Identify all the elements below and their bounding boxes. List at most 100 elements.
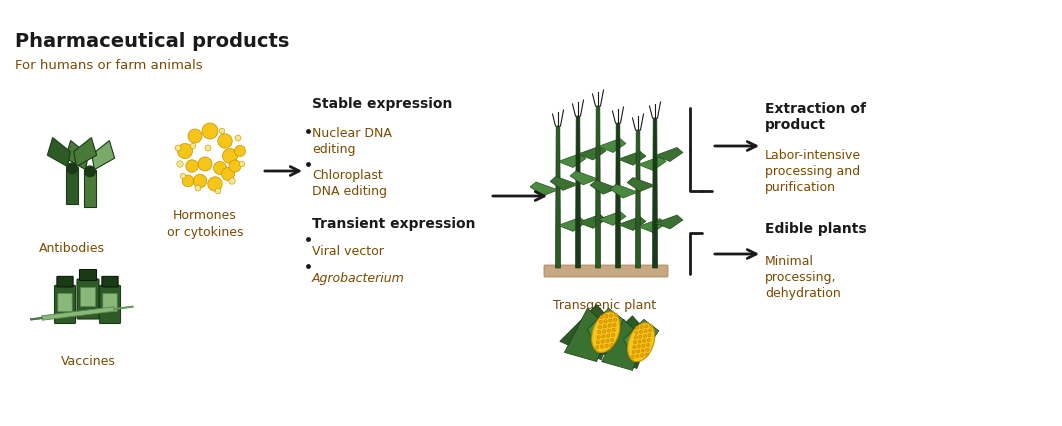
Circle shape — [67, 164, 78, 174]
Circle shape — [649, 324, 652, 328]
Circle shape — [596, 346, 599, 349]
Circle shape — [611, 339, 614, 342]
Circle shape — [614, 318, 617, 322]
Text: Hormones
or cytokines: Hormones or cytokines — [167, 208, 243, 239]
Text: For humans or farm animals: For humans or farm animals — [15, 59, 203, 72]
Polygon shape — [48, 138, 70, 167]
Circle shape — [177, 144, 192, 159]
Circle shape — [208, 177, 222, 192]
Circle shape — [599, 326, 602, 329]
Circle shape — [639, 331, 643, 334]
Polygon shape — [91, 141, 115, 170]
Circle shape — [644, 334, 647, 338]
Circle shape — [645, 325, 648, 328]
Circle shape — [223, 149, 238, 164]
Text: Nuclear DNA
editing: Nuclear DNA editing — [312, 127, 392, 155]
Circle shape — [603, 325, 606, 328]
Circle shape — [216, 189, 221, 194]
Polygon shape — [558, 154, 586, 168]
Circle shape — [219, 129, 225, 135]
FancyArrow shape — [41, 307, 115, 320]
Circle shape — [605, 340, 610, 343]
FancyArrow shape — [114, 306, 133, 310]
Polygon shape — [66, 167, 79, 205]
Text: Stable expression: Stable expression — [312, 97, 452, 111]
Circle shape — [648, 334, 651, 337]
Circle shape — [175, 146, 181, 152]
Polygon shape — [601, 320, 646, 371]
Text: Edible plants: Edible plants — [765, 222, 867, 236]
Circle shape — [634, 336, 637, 339]
Text: Pharmaceutical products: Pharmaceutical products — [15, 32, 289, 51]
FancyBboxPatch shape — [54, 286, 75, 324]
Polygon shape — [655, 216, 683, 230]
Polygon shape — [638, 219, 666, 233]
Circle shape — [600, 345, 603, 348]
Circle shape — [190, 144, 195, 150]
Polygon shape — [655, 148, 683, 162]
Polygon shape — [638, 157, 666, 171]
Circle shape — [644, 330, 647, 333]
Circle shape — [647, 339, 650, 342]
Text: Antibodies: Antibodies — [39, 242, 105, 254]
Circle shape — [229, 161, 241, 173]
Polygon shape — [597, 316, 650, 369]
Circle shape — [641, 349, 645, 352]
FancyBboxPatch shape — [103, 294, 117, 312]
Ellipse shape — [592, 312, 620, 353]
FancyBboxPatch shape — [78, 279, 99, 319]
Polygon shape — [627, 178, 655, 192]
Circle shape — [613, 323, 616, 327]
Polygon shape — [610, 184, 638, 199]
Circle shape — [647, 344, 650, 347]
Text: Labor-intensive
processing and
purification: Labor-intensive processing and purificat… — [765, 149, 861, 193]
Circle shape — [602, 335, 605, 338]
Circle shape — [596, 341, 600, 344]
FancyBboxPatch shape — [81, 288, 96, 307]
Circle shape — [181, 174, 186, 179]
Text: Transgenic plant: Transgenic plant — [553, 298, 656, 311]
Circle shape — [649, 329, 652, 332]
Polygon shape — [555, 127, 561, 268]
Polygon shape — [587, 308, 624, 354]
Circle shape — [597, 336, 600, 339]
Circle shape — [609, 319, 612, 322]
Polygon shape — [570, 172, 598, 185]
Circle shape — [235, 136, 241, 142]
Polygon shape — [596, 107, 600, 268]
Circle shape — [213, 162, 226, 175]
Text: Chloroplast
DNA editing: Chloroplast DNA editing — [312, 169, 387, 198]
Polygon shape — [618, 217, 646, 231]
Circle shape — [198, 158, 212, 172]
Circle shape — [635, 331, 638, 334]
Circle shape — [85, 167, 96, 177]
Text: Viral vector: Viral vector — [312, 245, 383, 257]
Polygon shape — [84, 170, 97, 208]
Circle shape — [636, 350, 639, 353]
Circle shape — [604, 315, 609, 318]
Circle shape — [202, 124, 218, 140]
Polygon shape — [73, 138, 97, 167]
FancyBboxPatch shape — [102, 277, 118, 287]
Circle shape — [604, 320, 607, 323]
Circle shape — [606, 334, 610, 338]
Circle shape — [235, 146, 245, 157]
Text: Extraction of
product: Extraction of product — [765, 102, 866, 132]
Polygon shape — [576, 117, 581, 268]
Polygon shape — [598, 139, 626, 153]
Polygon shape — [598, 212, 626, 226]
Circle shape — [632, 351, 635, 354]
Polygon shape — [578, 215, 606, 229]
Circle shape — [602, 330, 605, 333]
Polygon shape — [578, 147, 606, 161]
Circle shape — [633, 341, 636, 344]
Polygon shape — [635, 131, 640, 268]
FancyBboxPatch shape — [80, 270, 97, 281]
Circle shape — [633, 345, 636, 349]
Polygon shape — [618, 152, 646, 166]
FancyBboxPatch shape — [544, 265, 668, 277]
Circle shape — [205, 146, 211, 152]
Circle shape — [643, 340, 646, 343]
Circle shape — [637, 345, 640, 348]
Circle shape — [646, 348, 649, 351]
